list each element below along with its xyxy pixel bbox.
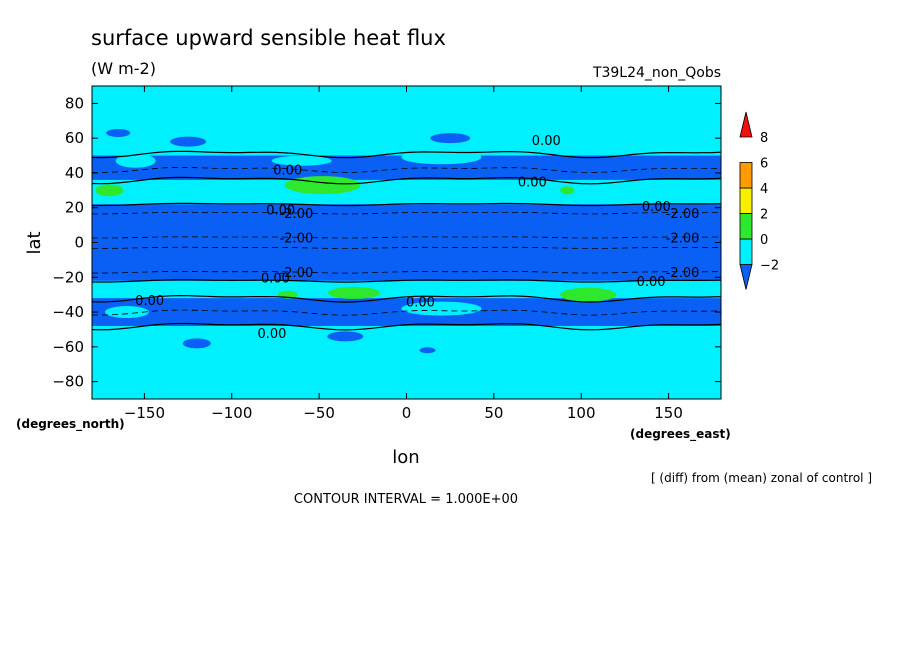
y-tick-label: −80 xyxy=(52,373,84,391)
chart-units: (W m-2) xyxy=(91,59,156,78)
colorbar: −2 0 2 4 6 8 xyxy=(739,111,779,290)
field-patch-negative xyxy=(170,136,207,147)
contour-label: -2.00 xyxy=(666,207,700,222)
field-patch-positive xyxy=(95,184,124,197)
y-axis: 80 60 40 20 0 −20 −40 −60 −80 xyxy=(52,94,721,391)
contour-label: 0.00 xyxy=(261,271,290,286)
field-patch-negative xyxy=(182,338,211,349)
contour-line-dashed xyxy=(92,271,721,274)
y-tick-label: −60 xyxy=(52,338,84,356)
contour-label: -2.00 xyxy=(666,231,700,246)
colorbar-label: −2 xyxy=(760,259,779,274)
field-patch-positive xyxy=(284,176,361,195)
x-tick-label: 150 xyxy=(654,404,683,422)
field-patch xyxy=(271,155,332,166)
colorbar-segment xyxy=(739,162,753,189)
y-unit-label: (degrees_north) xyxy=(16,417,125,432)
plot-area xyxy=(92,86,721,399)
contour-line xyxy=(92,294,721,303)
field-patch xyxy=(104,306,149,319)
contour-line-dashed xyxy=(92,246,721,249)
chart-title: surface upward sensible heat flux xyxy=(91,26,446,50)
colorbar-label: 2 xyxy=(760,208,768,223)
contour-label: 0.00 xyxy=(518,176,547,191)
colorbar-segment xyxy=(739,238,753,265)
colorbar-label: 4 xyxy=(760,182,768,197)
x-axis: −150 −100 −50 0 50 100 150 xyxy=(124,86,683,422)
contour-line xyxy=(92,322,721,331)
x-tick-label: 100 xyxy=(567,404,596,422)
colorbar-label: 0 xyxy=(760,233,768,248)
x-unit-label: (degrees_east) xyxy=(630,427,731,442)
field-patch-positive xyxy=(560,287,617,302)
contour-label: 0.00 xyxy=(532,134,561,149)
contour-label: 0.00 xyxy=(273,163,302,178)
contour-line-dashed xyxy=(92,211,721,215)
contour-line-dashed xyxy=(92,309,721,316)
field-patch-negative xyxy=(327,331,364,342)
x-tick-label: 0 xyxy=(402,404,412,422)
contour-label: -2.00 xyxy=(666,266,700,281)
contour-line-dashed xyxy=(92,167,721,174)
field-band-tropics xyxy=(92,204,721,281)
x-tick-label: −150 xyxy=(124,404,165,422)
y-tick-label: 60 xyxy=(65,129,84,147)
y-tick-label: 80 xyxy=(65,94,84,112)
contour-label: 0.00 xyxy=(257,327,286,342)
contour-line-dashed xyxy=(92,236,721,239)
field-patch xyxy=(401,150,482,165)
contour-line xyxy=(92,279,721,283)
field-patch xyxy=(115,153,156,168)
field-patch-negative xyxy=(419,347,436,354)
contour-label: -2.00 xyxy=(280,207,314,222)
contour-line xyxy=(92,176,721,185)
field-patch-negative xyxy=(430,133,471,144)
field-patch-positive xyxy=(328,286,381,299)
y-tick-label: 0 xyxy=(74,234,84,252)
colorbar-segment xyxy=(739,213,753,240)
contour-label: 0.00 xyxy=(406,296,435,311)
x-tick-label: 50 xyxy=(484,404,503,422)
colorbar-segment xyxy=(739,264,753,290)
y-tick-label: −40 xyxy=(52,303,84,321)
contour-interval: CONTOUR INTERVAL = 1.000E+00 xyxy=(294,492,518,507)
contour-label: 0.00 xyxy=(135,294,164,309)
x-tick-label: −100 xyxy=(211,404,252,422)
run-label: T39L24_non_Qobs xyxy=(592,65,721,81)
y-axis-title: lat xyxy=(24,231,45,254)
colorbar-segment xyxy=(739,187,753,214)
field-patch-negative xyxy=(106,128,131,137)
field-patch xyxy=(401,301,482,316)
colorbar-segment xyxy=(739,111,753,138)
contour-line xyxy=(92,150,721,159)
colorbar-label: 6 xyxy=(760,157,768,172)
contour-label: -2.00 xyxy=(280,231,314,246)
y-tick-label: 40 xyxy=(65,164,84,182)
contour-line xyxy=(92,202,721,207)
y-tick-label: −20 xyxy=(52,268,84,286)
field-patch-positive xyxy=(560,186,575,195)
contour-label: 0.00 xyxy=(642,200,671,215)
field-band-south-mid xyxy=(92,298,721,326)
contour-label: -2.00 xyxy=(280,266,314,281)
x-axis-title: lon xyxy=(392,447,419,468)
contour-label: 0.00 xyxy=(637,275,666,290)
contour-label: 0.00 xyxy=(266,203,295,218)
diff-note: [ (diff) from (mean) zonal of control ] xyxy=(651,471,872,485)
colorbar-label: 8 xyxy=(760,131,768,146)
y-tick-label: 20 xyxy=(65,199,84,217)
x-tick-label: −50 xyxy=(303,404,335,422)
